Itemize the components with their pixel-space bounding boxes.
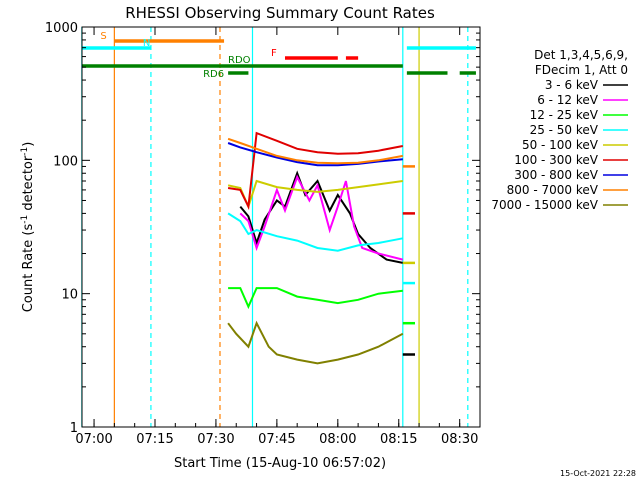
legend-entry-label: 6 - 12 keV [537, 93, 599, 107]
y-axis-label-end: ) [21, 142, 36, 147]
flag-label: N [143, 38, 150, 49]
x-tick-label: 07:15 [136, 432, 173, 447]
legend: Det 1,3,4,5,6,9,FDecim 1, Att 03 - 6 keV… [491, 48, 628, 212]
series-line [239, 174, 404, 261]
x-tick-label: 07:30 [197, 432, 234, 447]
legend-header: Det 1,3,4,5,6,9, [534, 48, 628, 62]
flag-label: RDO [228, 55, 251, 66]
legend-entry-label: 3 - 6 keV [545, 78, 599, 92]
x-tick-label: 07:00 [75, 432, 112, 447]
x-tick-label: 07:45 [258, 432, 295, 447]
series-line [227, 320, 404, 365]
flag-label: F [271, 48, 277, 59]
y-axis: 1 10 100 1000 [45, 21, 480, 436]
legend-entry-label: 300 - 800 keV [514, 168, 598, 182]
x-axis: 07:00 07:15 07:30 07:45 08:00 08:15 08:30 [75, 27, 481, 447]
series-line [228, 287, 403, 310]
y-tick-label: 100 [53, 154, 78, 169]
legend-header: FDecim 1, Att 0 [535, 63, 628, 77]
flag-label: S [100, 31, 106, 42]
legend-entry-label: 25 - 50 keV [530, 123, 599, 137]
series-line [227, 131, 403, 211]
series-line [227, 137, 403, 165]
y-tick-label: 1 [70, 421, 78, 436]
timestamp: 15-Oct-2021 22:28 [560, 469, 636, 478]
legend-entry-label: 7000 - 15000 keV [491, 198, 598, 212]
plot-area: S N F RDO RD6 [81, 27, 476, 427]
y-tick-label: 1000 [45, 21, 78, 36]
legend-entry-label: 12 - 25 keV [530, 108, 599, 122]
legend-entry-label: 50 - 100 keV [522, 138, 599, 152]
y-axis-label-sup2: -1 [20, 147, 30, 156]
series-line [227, 142, 403, 167]
chart-title: RHESSI Observing Summary Count Rates [125, 4, 435, 22]
series-line [227, 212, 403, 252]
plot-frame [81, 26, 481, 428]
legend-entry-label: 800 - 7000 keV [507, 183, 599, 197]
y-axis-label-main: Count Rate (s [21, 224, 36, 313]
y-axis-label-mid: detector [21, 155, 36, 215]
y-tick-label: 10 [61, 288, 78, 303]
flag-label: RD6 [203, 69, 224, 80]
x-axis-label: Start Time (15-Aug-10 06:57:02) [174, 456, 386, 471]
x-tick-label: 08:30 [441, 432, 478, 447]
y-axis-label-sup1: -1 [20, 215, 30, 224]
legend-entry-label: 100 - 300 keV [514, 153, 598, 167]
y-axis-label: Count Rate (s-1 detector-1) [20, 142, 36, 313]
x-tick-label: 08:00 [319, 432, 356, 447]
x-tick-label: 08:15 [380, 432, 417, 447]
